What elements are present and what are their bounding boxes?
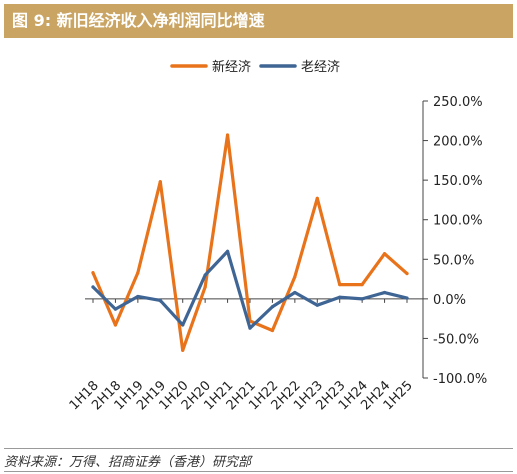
legend-label: 新经济 xyxy=(212,59,251,75)
data-point xyxy=(382,290,387,295)
footer-divider xyxy=(4,448,513,449)
data-point xyxy=(405,271,409,276)
data-point xyxy=(315,196,319,200)
y-tick-label: 50.0% xyxy=(433,253,474,268)
y-tick-label: 100.0% xyxy=(433,214,483,229)
data-point xyxy=(225,133,230,137)
data-point xyxy=(91,285,95,289)
data-point xyxy=(91,271,95,275)
data-point xyxy=(248,326,252,330)
data-point xyxy=(405,296,409,300)
data-point xyxy=(113,323,118,327)
data-point xyxy=(360,283,364,287)
y-tick-label: -100.0% xyxy=(433,372,487,387)
data-point xyxy=(203,285,207,289)
y-tick-label: 200.0% xyxy=(433,135,483,150)
y-tick-label: -50.0% xyxy=(433,332,479,347)
data-point xyxy=(181,323,185,327)
data-point xyxy=(225,249,230,253)
data-point xyxy=(113,307,118,311)
y-tick-label: 150.0% xyxy=(433,174,483,189)
data-point xyxy=(158,180,162,184)
data-point xyxy=(181,348,185,352)
data-point xyxy=(270,305,275,309)
y-tick-label: 0.0% xyxy=(433,293,466,308)
data-point xyxy=(382,252,387,256)
data-point xyxy=(270,328,275,333)
data-point xyxy=(293,275,297,279)
data-point xyxy=(315,303,319,307)
data-point xyxy=(360,297,364,301)
data-point xyxy=(136,294,140,299)
data-point xyxy=(158,298,162,303)
bottom-divider xyxy=(4,471,513,472)
figure-title: 图 9: 新旧经济收入净利润同比增速 xyxy=(12,11,265,30)
source-note: 资料来源：万得、招商证券（香港）研究部 xyxy=(4,455,252,470)
data-point xyxy=(203,273,207,277)
data-point xyxy=(136,271,140,275)
data-point xyxy=(293,290,297,295)
series-line-new-economy xyxy=(91,133,409,352)
data-point xyxy=(338,283,342,287)
legend-label: 老经济 xyxy=(301,60,340,75)
figure-header: 图 9: 新旧经济收入净利润同比增速 xyxy=(4,4,513,38)
y-tick-label: 250.0% xyxy=(433,95,483,110)
data-point xyxy=(338,295,342,299)
